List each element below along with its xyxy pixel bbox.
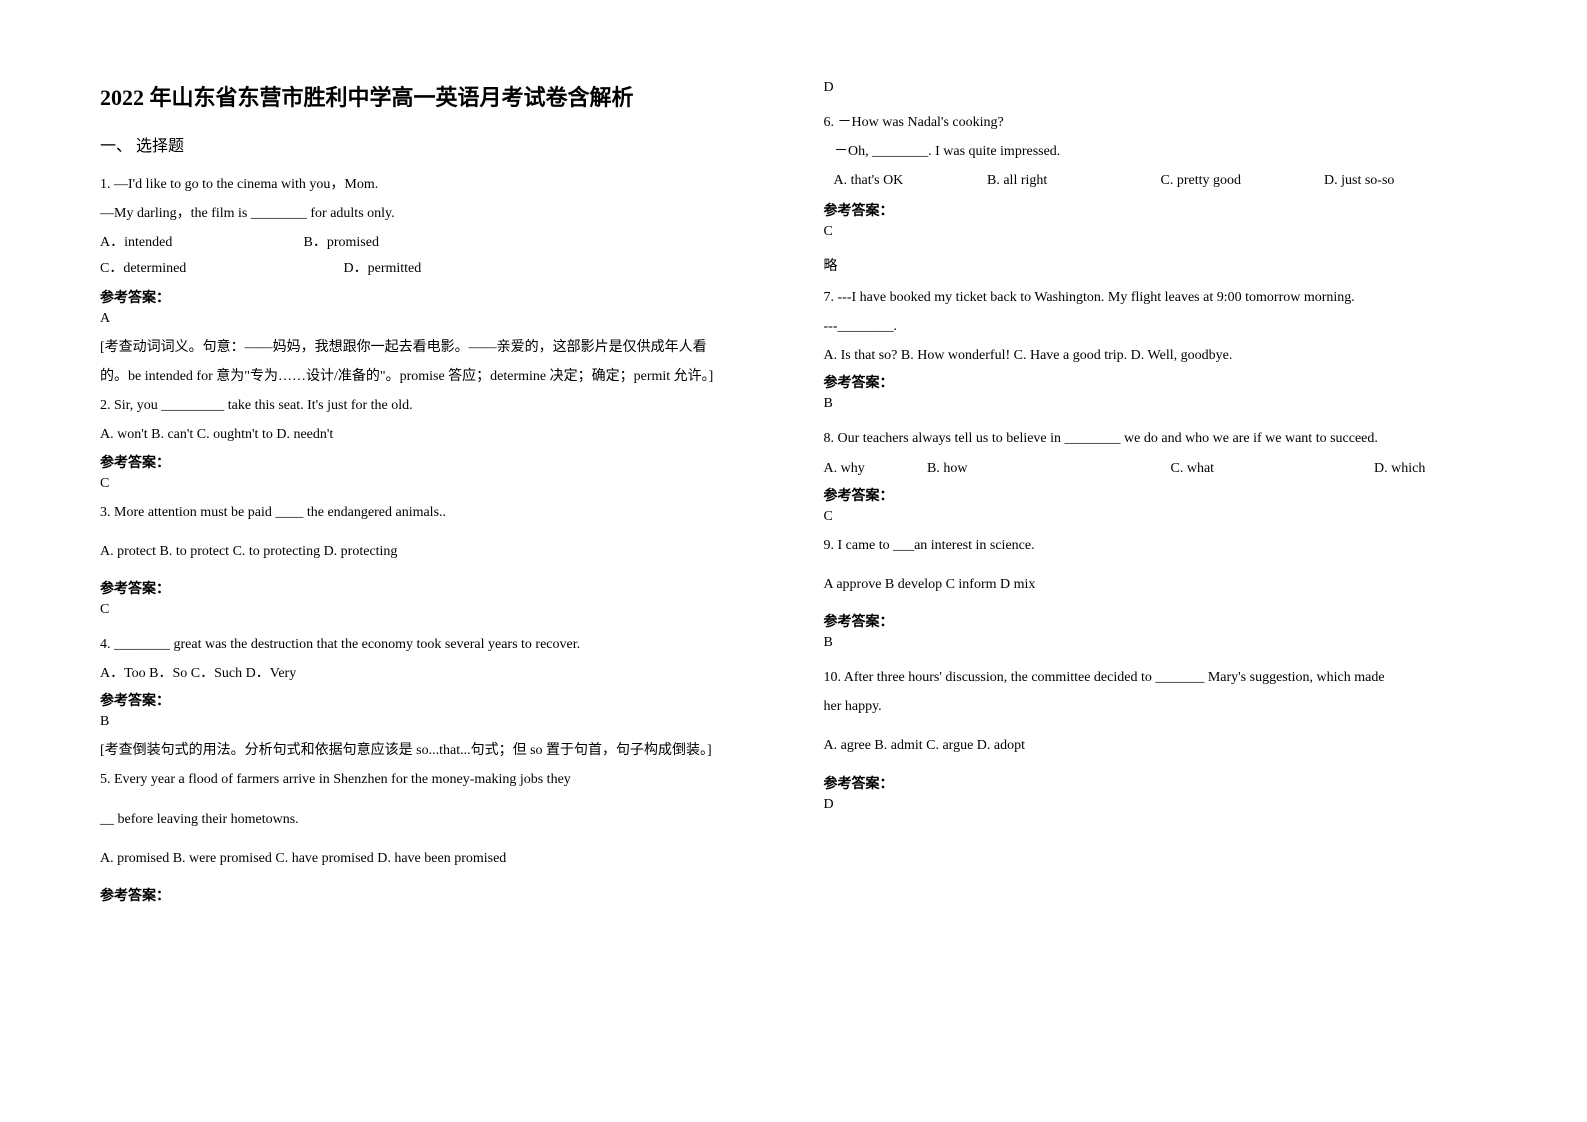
right-column: D 6. －How was Nadal's cooking? －Oh, ____… bbox=[824, 80, 1488, 909]
q2-answer-label: 参考答案： bbox=[100, 452, 764, 472]
q6-option-a: A. that's OK bbox=[824, 168, 984, 193]
q9-line1: 9. I came to ___an interest in science. bbox=[824, 533, 1488, 558]
q1-options-row2: C．determined D．permitted bbox=[100, 256, 764, 281]
q4-line1: 4. ________ great was the destruction th… bbox=[100, 632, 764, 657]
q10-options: A. agree B. admit C. argue D. adopt bbox=[824, 733, 1488, 758]
q4-answer: B bbox=[100, 714, 764, 730]
q6-option-c: C. pretty good bbox=[1161, 168, 1321, 193]
q9-answer-label: 参考答案： bbox=[824, 611, 1488, 631]
q8-answer: C bbox=[824, 509, 1488, 525]
q5-answer-label: 参考答案： bbox=[100, 885, 764, 905]
q7-line1: 7. ---I have booked my ticket back to Wa… bbox=[824, 285, 1488, 310]
q6-line2: －Oh, ________. I was quite impressed. bbox=[824, 139, 1488, 164]
q3-options: A. protect B. to protect C. to protectin… bbox=[100, 539, 764, 564]
section-1-heading: 一、 选择题 bbox=[100, 132, 764, 156]
q8-answer-label: 参考答案： bbox=[824, 485, 1488, 505]
q1-option-c: C．determined bbox=[100, 256, 340, 281]
q6-answer-label: 参考答案： bbox=[824, 200, 1488, 220]
q4-options: A．Too B．So C．Such D．Very bbox=[100, 661, 764, 686]
q1-answer: A bbox=[100, 311, 764, 327]
q5-answer: D bbox=[824, 80, 1488, 96]
q1-option-d: D．permitted bbox=[344, 256, 422, 281]
q1-explanation-2: 的。be intended for 意为"专为……设计/准备的"。promise… bbox=[100, 364, 764, 389]
q6-answer: C bbox=[824, 224, 1488, 240]
q7-answer-label: 参考答案： bbox=[824, 372, 1488, 392]
q8-options: A. why B. how C. what D. which bbox=[824, 456, 1488, 481]
q10-line2: her happy. bbox=[824, 694, 1488, 719]
q3-answer: C bbox=[100, 602, 764, 618]
q4-explanation: [考查倒装句式的用法。分析句式和依据句意应该是 so...that...句式；但… bbox=[100, 738, 764, 763]
q8-option-c: C. what bbox=[1171, 456, 1371, 481]
q3-line1: 3. More attention must be paid ____ the … bbox=[100, 500, 764, 525]
q1-option-b: B．promised bbox=[304, 230, 379, 255]
left-column: 2022 年山东省东营市胜利中学高一英语月考试卷含解析 一、 选择题 1. —I… bbox=[100, 80, 764, 909]
q6-note: 略 bbox=[824, 254, 1488, 279]
q10-line1: 10. After three hours' discussion, the c… bbox=[824, 665, 1488, 690]
q7-line2: ---________. bbox=[824, 314, 1488, 339]
q7-answer: B bbox=[824, 396, 1488, 412]
q1-line2: —My darling，the film is ________ for adu… bbox=[100, 201, 764, 226]
q2-options: A. won't B. can't C. oughtn't to D. need… bbox=[100, 422, 764, 447]
q8-option-a: A. why bbox=[824, 456, 924, 481]
q1-line1: 1. —I'd like to go to the cinema with yo… bbox=[100, 172, 764, 197]
q1-options-row1: A．intended B．promised bbox=[100, 230, 764, 255]
q9-options: A approve B develop C inform D mix bbox=[824, 572, 1488, 597]
q8-line1: 8. Our teachers always tell us to believ… bbox=[824, 426, 1488, 451]
page-container: 2022 年山东省东营市胜利中学高一英语月考试卷含解析 一、 选择题 1. —I… bbox=[0, 0, 1587, 949]
q2-line1: 2. Sir, you _________ take this seat. It… bbox=[100, 393, 764, 418]
q7-options: A. Is that so? B. How wonderful! C. Have… bbox=[824, 343, 1488, 368]
q8-option-d: D. which bbox=[1374, 456, 1425, 481]
q2-answer: C bbox=[100, 476, 764, 492]
q3-answer-label: 参考答案： bbox=[100, 578, 764, 598]
q8-option-b: B. how bbox=[927, 456, 1167, 481]
q9-answer: B bbox=[824, 635, 1488, 651]
q1-explanation-1: [考查动词词义。句意：——妈妈，我想跟你一起去看电影。——亲爱的，这部影片是仅供… bbox=[100, 335, 764, 360]
q5-options: A. promised B. were promised C. have pro… bbox=[100, 846, 764, 871]
q4-answer-label: 参考答案： bbox=[100, 690, 764, 710]
q5-line2: __ before leaving their hometowns. bbox=[100, 807, 764, 832]
q6-option-b: B. all right bbox=[987, 168, 1157, 193]
q5-line1: 5. Every year a flood of farmers arrive … bbox=[100, 767, 764, 792]
q6-option-d: D. just so-so bbox=[1324, 168, 1394, 193]
q10-answer: D bbox=[824, 797, 1488, 813]
q1-answer-label: 参考答案： bbox=[100, 287, 764, 307]
document-title: 2022 年山东省东营市胜利中学高一英语月考试卷含解析 bbox=[100, 80, 764, 112]
q10-answer-label: 参考答案： bbox=[824, 773, 1488, 793]
q6-line1: 6. －How was Nadal's cooking? bbox=[824, 110, 1488, 135]
q1-option-a: A．intended bbox=[100, 230, 300, 255]
q6-options: A. that's OK B. all right C. pretty good… bbox=[824, 168, 1488, 193]
